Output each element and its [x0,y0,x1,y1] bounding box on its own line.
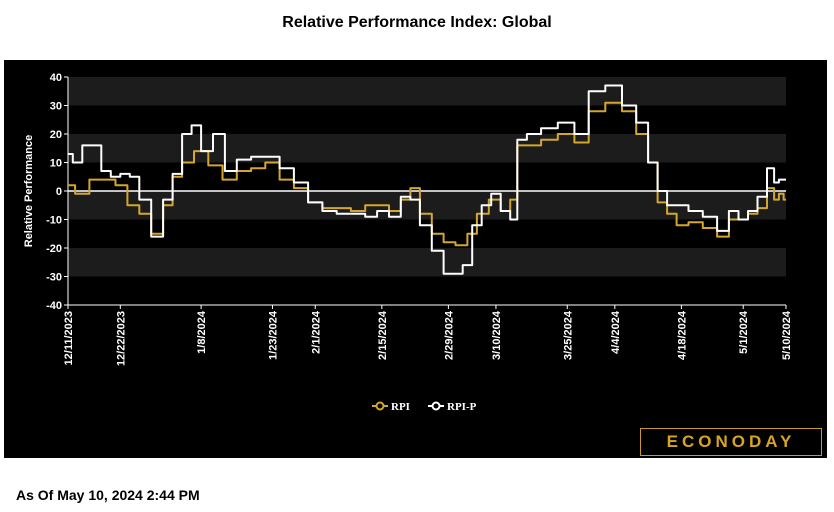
legend-marker [431,401,441,411]
chart-panel: 40 30 20 10 0 -10 -20 -30 -40 Relative Performanc… [4,60,827,458]
line-chart: 40 30 20 10 0 -10 -20 -30 -40 Relative Performanc… [23,72,793,413]
rpi-series-line [68,101,786,247]
y-tick-label: -10 [46,215,62,227]
y-tick-label: -40 [46,300,62,312]
y-tick-label: 30 [50,101,62,113]
x-tick-label: 2/1/2024 [310,310,322,354]
x-tick-label: 2/15/2024 [377,310,389,360]
y-axis-title: Relative Performance [23,135,35,248]
as-of-timestamp: As Of May 10, 2024 2:44 PM [16,487,200,503]
x-tick-label: 1/8/2024 [196,310,208,354]
x-tick-label: 4/18/2024 [676,310,688,360]
x-tick-label: 5/1/2024 [738,310,750,354]
y-tick-label: 0 [56,186,62,198]
y-tick-label: 20 [50,129,62,141]
legend-label: RPI-P [447,401,477,413]
grid-band [68,77,786,106]
y-tick-label: 40 [50,72,62,84]
grid-band [68,134,786,163]
x-tick-label: 12/22/2023 [115,311,127,366]
x-tick-label: 2/29/2024 [443,310,455,360]
chart-title: Relative Performance Index: Global [282,14,552,31]
econoday-logo: ECONODAY [640,428,822,456]
grid-band [68,248,786,277]
x-tick-label: 12/11/2023 [63,311,75,365]
x-tick-label: 3/25/2024 [562,310,574,360]
y-tick-label: -20 [46,243,62,255]
x-tick-label: 3/10/2024 [491,310,503,360]
x-tick-label: 5/10/2024 [781,310,793,360]
x-tick-label: 1/23/2024 [267,310,279,360]
y-tick-label: -30 [46,272,62,284]
legend-marker [375,401,385,411]
rpi-p-series-line [68,84,786,275]
x-tick-label: 4/4/2024 [610,310,622,354]
legend-label: RPI [391,401,410,413]
y-tick-label: 10 [50,158,62,170]
